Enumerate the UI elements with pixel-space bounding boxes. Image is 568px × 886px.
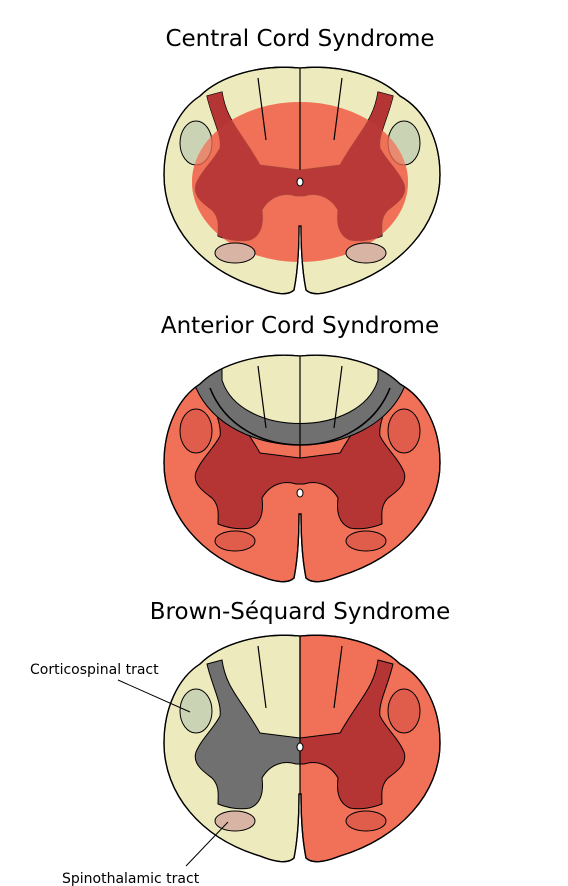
corticospinal-tract-right [387, 408, 421, 454]
spinothalamic-tract-left [214, 530, 256, 552]
spinothalamic-tract-right [345, 242, 387, 264]
central-canal [296, 742, 304, 752]
spinothalamic-tract-right [345, 530, 387, 552]
cord-central [163, 66, 441, 295]
central-canal [296, 177, 304, 187]
panel-title-brown-sequard: Brown-Séquard Syndrome [150, 599, 450, 625]
corticospinal-tract-label: Corticospinal tract [30, 662, 159, 678]
cord-brown-sequard [163, 634, 441, 863]
spinothalamic-tract-right [345, 810, 387, 832]
cord-anterior [163, 354, 441, 583]
spinothalamic-tract-left [214, 242, 256, 264]
panel-title-central: Central Cord Syndrome [165, 26, 434, 52]
corticospinal-leader [117, 679, 191, 713]
spinothalamic-leader [185, 821, 229, 867]
spinothalamic-tract-left [214, 810, 256, 832]
central-canal [296, 488, 304, 498]
panel-title-anterior: Anterior Cord Syndrome [161, 313, 439, 339]
corticospinal-tract-right [387, 688, 421, 734]
corticospinal-tract-left [179, 688, 213, 734]
spinothalamic-tract-label: Spinothalamic tract [62, 871, 200, 886]
corticospinal-tract-left [179, 408, 213, 454]
